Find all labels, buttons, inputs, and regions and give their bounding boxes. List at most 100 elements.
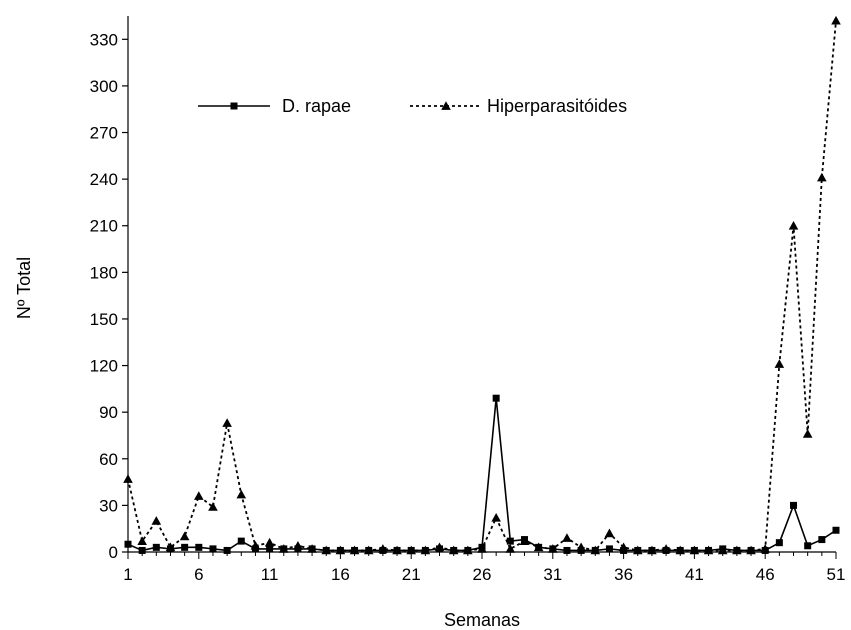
data-point [604,528,615,538]
x-tick-label: 46 [756,565,775,584]
data-point [237,537,245,545]
series-triangle [123,15,841,555]
y-tick-label: 90 [99,403,118,422]
data-point [450,546,458,554]
data-point [478,543,486,551]
data-point [719,545,727,553]
y-tick-label: 180 [90,263,118,282]
data-point [520,536,528,544]
data-point [436,545,444,553]
data-point [676,546,684,554]
x-tick-label: 36 [614,565,633,584]
x-tick-label: 11 [261,565,279,584]
data-point [662,546,670,554]
data-point [166,545,174,553]
series-layer [123,15,841,555]
data-point [194,491,204,500]
data-point [591,546,599,554]
y-tick-label: 240 [90,170,118,189]
y-tick-label: 300 [90,77,118,96]
legend-label: Hiperparasitóides [487,96,627,116]
data-point [634,546,642,554]
data-point [222,418,232,427]
data-point [605,545,613,553]
y-tick-label: 330 [90,30,118,49]
data-point [817,172,827,182]
x-tick-label: 16 [331,565,350,584]
data-point [308,545,316,553]
data-point [620,546,628,554]
series-line [127,20,837,552]
data-point [123,474,133,483]
data-point [802,429,813,438]
data-point [179,531,190,541]
data-point [208,502,218,511]
data-point [648,546,656,554]
data-point [264,537,275,547]
data-point [831,15,841,25]
data-point [492,394,500,402]
data-point [535,543,543,551]
data-point [379,546,387,554]
legend-marker [230,102,238,110]
data-point [577,546,585,554]
data-point [124,540,132,548]
y-tick-label: 270 [90,124,118,143]
data-point [181,543,189,551]
data-point [832,526,840,534]
data-point [761,546,769,554]
data-point [790,501,798,509]
series-square [124,394,840,554]
data-point [195,543,203,551]
legend: D. rapae Hiperparasitóides [198,96,627,116]
x-tick-label: 51 [827,565,846,584]
data-point [251,545,259,553]
data-point [266,545,274,553]
legend-label: D. rapae [282,96,351,116]
data-point [138,546,146,554]
data-point [223,546,231,554]
data-point [236,489,247,499]
data-point [152,543,160,551]
data-point [294,545,302,553]
data-point [421,546,429,554]
data-point [322,546,330,554]
data-point [804,542,812,550]
y-axis-title: Nº Total [14,257,34,319]
data-point [209,545,217,553]
y-tick-label: 120 [90,357,118,376]
data-point [137,536,147,545]
data-point [747,546,755,554]
data-point [690,546,698,554]
data-point [407,546,415,554]
data-point [788,220,799,230]
data-point [151,516,162,525]
data-point [464,546,472,554]
y-tick-label: 60 [99,450,118,469]
x-axis-title: Semanas [444,610,520,630]
x-tick-label: 6 [194,565,203,584]
x-tick-label: 26 [473,565,492,584]
data-point [818,536,826,544]
data-point [393,546,401,554]
data-point [336,546,344,554]
data-point [549,545,557,553]
legend-marker [441,101,451,110]
data-point [351,546,359,554]
data-point [705,546,713,554]
y-tick-label: 0 [109,543,118,562]
data-point [506,537,514,545]
x-tick-label: 1 [123,565,132,584]
data-point [562,533,572,542]
legend-item: Hiperparasitóides [410,96,627,116]
data-point [563,546,571,554]
y-tick-label: 210 [90,217,118,236]
series-line [127,397,837,552]
data-point [733,546,741,554]
data-point [491,513,501,522]
x-tick-label: 21 [402,565,421,584]
y-tick-label: 150 [90,310,118,329]
y-tick-label: 30 [99,496,118,515]
